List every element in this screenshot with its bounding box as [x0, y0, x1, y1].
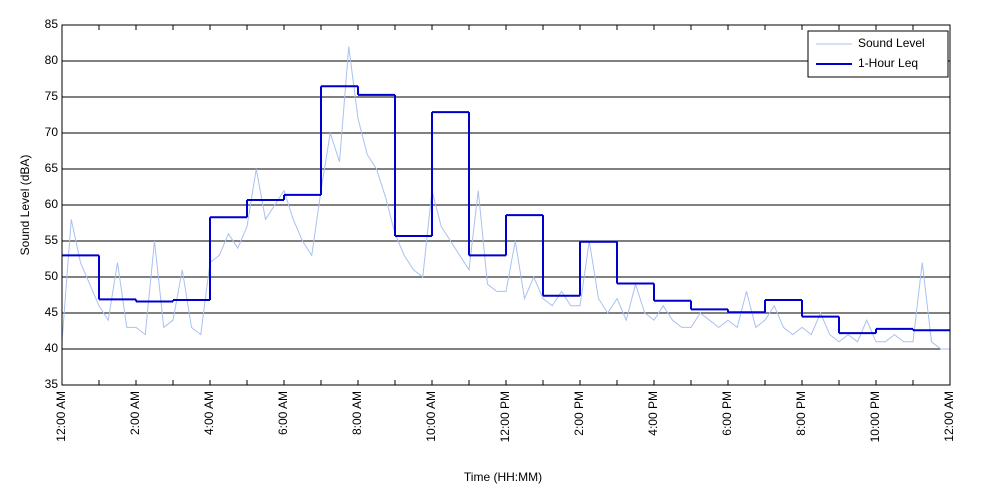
step-line: [62, 85, 950, 335]
x-tick-label: 12:00 AM: [942, 391, 956, 442]
y-tick-label: 85: [45, 17, 59, 31]
x-tick-label: 2:00 PM: [572, 391, 586, 436]
y-tick-label: 65: [45, 161, 59, 175]
legend-box: [807, 30, 949, 78]
x-axis-label: Time (HH:MM): [464, 470, 542, 484]
data: [62, 46, 950, 350]
y-tick-label: 55: [45, 233, 59, 247]
x-tick-label: 6:00 PM: [720, 391, 734, 436]
legend: Sound Level 1-Hour Leq: [807, 30, 949, 78]
x-tick-label: 12:00 PM: [498, 391, 512, 442]
legend-label: 1-Hour Leq: [858, 56, 918, 70]
x-tick-label: 10:00 AM: [424, 391, 438, 442]
y-tick-label: 50: [45, 269, 59, 283]
y-tick-label: 45: [45, 305, 59, 319]
x-tick-label: 8:00 PM: [794, 391, 808, 436]
y-tick-label: 60: [45, 197, 59, 211]
y-tick-label: 75: [45, 89, 59, 103]
x-tick-label: 2:00 AM: [128, 391, 142, 435]
plot-frame: [61, 24, 951, 386]
x-tick-label: 6:00 AM: [276, 391, 290, 435]
y-tick-label: 40: [45, 341, 59, 355]
x-tick-label: 4:00 PM: [646, 391, 660, 436]
legend-label: Sound Level: [858, 36, 925, 50]
y-axis-label: Sound Level (dBA): [18, 155, 32, 256]
x-tick-label: 10:00 PM: [868, 391, 882, 442]
y-tick-label: 80: [45, 53, 59, 67]
y-tick-label: 70: [45, 125, 59, 139]
y-tick-label: 35: [45, 377, 59, 391]
x-tick-label: 12:00 AM: [54, 391, 68, 442]
x-tick-label: 4:00 AM: [202, 391, 216, 435]
x-tick-label: 8:00 AM: [350, 391, 364, 435]
